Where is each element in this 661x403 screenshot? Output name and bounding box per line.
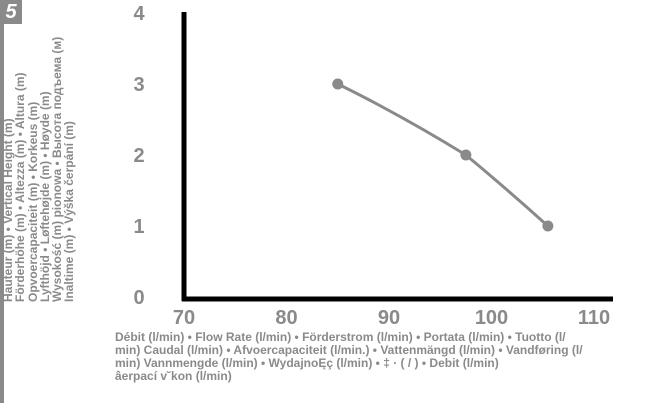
x-tick-label: 100 <box>475 307 508 329</box>
x-axis-label: Débit (l/min) • Flow Rate (l/min) • Förd… <box>115 331 655 383</box>
x-tick-label: 70 <box>173 307 195 329</box>
x-axis-label-line: Débit (l/min) • Flow Rate (l/min) • Förd… <box>115 330 566 344</box>
data-point <box>332 78 344 90</box>
data-point <box>542 220 554 232</box>
curve-layer <box>332 78 554 232</box>
x-tick-label: 80 <box>275 307 297 329</box>
tick-label-layer: 70 80 90 100 110 0 1 2 3 4 <box>133 3 610 329</box>
x-axis-label-line: min) Vannmengde (l/min) • WydajnoĘç (l/m… <box>115 356 499 370</box>
data-point <box>460 149 472 161</box>
x-axis-label-line: min) Caudal (l/min) • Afvoercapaciteit (… <box>115 343 583 357</box>
y-tick-label: 2 <box>133 145 144 167</box>
side-strip <box>0 0 4 403</box>
pump-curve-line <box>337 82 549 228</box>
x-tick-label: 90 <box>378 307 400 329</box>
y-tick-label: 0 <box>133 287 144 309</box>
y-tick-label: 3 <box>133 74 144 96</box>
x-axis-label-line: âerpací v˘kon (l/min) <box>115 369 232 383</box>
x-tick-label: 110 <box>578 307 610 329</box>
y-tick-label: 4 <box>133 3 145 25</box>
y-tick-label: 1 <box>133 216 144 238</box>
section-number-badge: 5 <box>0 0 22 24</box>
